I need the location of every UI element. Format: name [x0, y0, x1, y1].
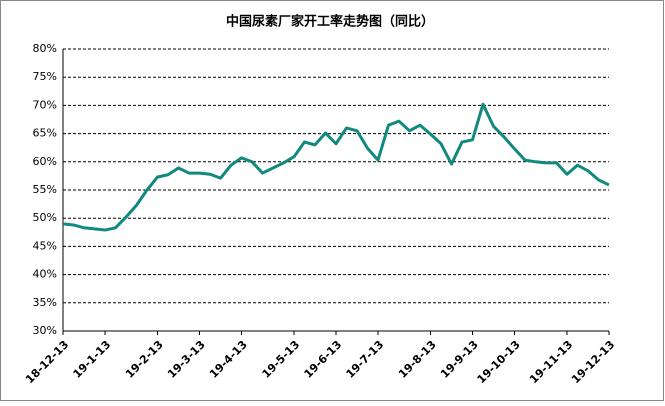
y-tick-label: 55%: [33, 183, 57, 196]
y-tick-label: 30%: [33, 324, 57, 337]
y-tick-label: 50%: [33, 211, 57, 224]
y-tick-label: 40%: [33, 268, 57, 281]
y-tick-label: 60%: [33, 155, 57, 168]
y-tick-label: 70%: [33, 98, 57, 111]
y-tick-label: 75%: [33, 70, 57, 83]
y-tick-label: 35%: [33, 296, 57, 309]
y-tick-label: 45%: [33, 239, 57, 252]
y-tick-label: 65%: [33, 127, 57, 140]
y-tick-label: 80%: [33, 42, 57, 55]
chart-title: 中国尿素厂家开工率走势图（同比）: [226, 14, 434, 30]
data-line: [62, 102, 610, 232]
